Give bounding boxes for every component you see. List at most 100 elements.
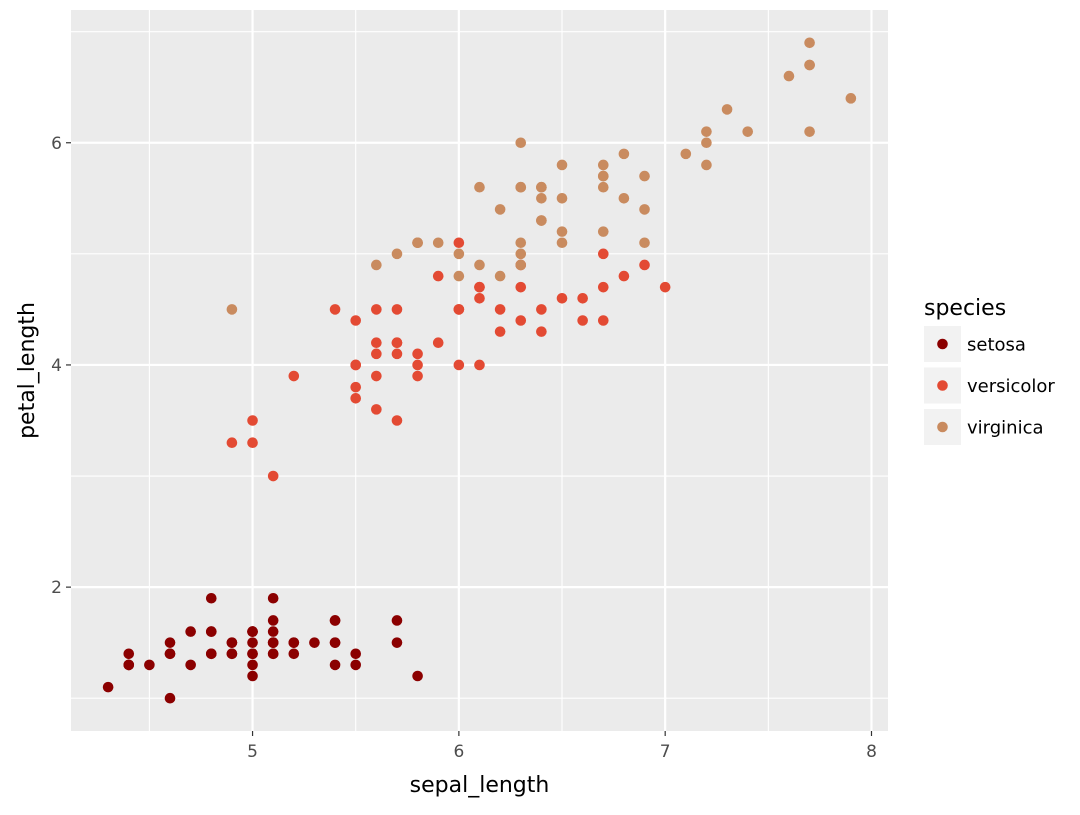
point-virginica xyxy=(412,237,423,249)
point-virginica xyxy=(618,148,630,160)
point-versicolor xyxy=(474,359,485,371)
axis-ticks xyxy=(66,142,873,736)
point-versicolor xyxy=(350,392,362,404)
point-versicolor xyxy=(474,281,485,293)
point-versicolor xyxy=(247,437,258,449)
point-versicolor xyxy=(494,304,506,315)
point-virginica xyxy=(536,181,547,193)
point-virginica xyxy=(556,159,568,171)
point-setosa xyxy=(164,648,176,660)
point-virginica xyxy=(742,126,754,137)
point-versicolor xyxy=(536,304,547,315)
panel-background xyxy=(71,10,888,731)
point-setosa xyxy=(267,648,279,660)
point-versicolor xyxy=(577,315,588,326)
point-virginica xyxy=(536,215,547,226)
point-virginica xyxy=(226,304,238,315)
legend-label-setosa: setosa xyxy=(967,335,1026,356)
y-tick-label: 4 xyxy=(51,356,62,376)
data-points xyxy=(102,37,857,704)
point-virginica xyxy=(804,37,815,49)
point-versicolor xyxy=(412,359,423,371)
point-virginica xyxy=(597,159,609,171)
point-versicolor xyxy=(391,304,403,315)
point-setosa xyxy=(247,626,258,637)
point-setosa xyxy=(350,648,362,660)
point-versicolor xyxy=(371,304,382,315)
point-versicolor xyxy=(329,304,341,315)
point-virginica xyxy=(721,104,733,115)
point-versicolor xyxy=(474,292,485,304)
point-setosa xyxy=(247,659,258,671)
point-virginica xyxy=(556,237,568,249)
point-virginica xyxy=(556,193,568,204)
point-virginica xyxy=(453,270,465,282)
point-setosa xyxy=(412,670,423,682)
point-setosa xyxy=(309,637,320,648)
y-axis-title: petal_length xyxy=(15,302,40,439)
point-virginica xyxy=(701,159,712,171)
point-setosa xyxy=(247,637,258,648)
point-versicolor xyxy=(597,248,609,260)
point-versicolor xyxy=(432,270,444,282)
point-virginica xyxy=(494,270,506,282)
legend: species setosa versicolor virginica xyxy=(924,296,1055,445)
point-setosa xyxy=(329,615,341,626)
point-versicolor xyxy=(412,370,423,382)
point-virginica xyxy=(597,226,609,237)
point-setosa xyxy=(247,648,258,660)
point-virginica xyxy=(701,137,712,149)
x-axis-title: sepal_length xyxy=(410,773,550,798)
point-versicolor xyxy=(371,404,382,415)
point-setosa xyxy=(288,648,300,660)
point-virginica xyxy=(701,126,712,137)
point-virginica xyxy=(597,181,609,193)
point-virginica xyxy=(618,193,630,204)
x-tick-label: 5 xyxy=(247,742,258,762)
point-virginica xyxy=(515,237,527,249)
point-virginica xyxy=(474,181,485,193)
point-virginica xyxy=(494,204,506,215)
point-virginica xyxy=(432,237,444,249)
point-virginica xyxy=(804,59,815,71)
minor-gridlines xyxy=(71,10,888,731)
point-setosa xyxy=(185,626,196,637)
point-setosa xyxy=(288,637,300,648)
point-virginica xyxy=(804,126,815,137)
point-versicolor xyxy=(371,337,382,349)
point-versicolor xyxy=(453,304,465,315)
point-virginica xyxy=(536,193,547,204)
point-versicolor xyxy=(556,292,568,304)
point-versicolor xyxy=(577,292,588,304)
legend-items: setosa versicolor virginica xyxy=(924,326,1055,445)
point-versicolor xyxy=(371,348,382,360)
point-versicolor xyxy=(226,437,238,449)
point-virginica xyxy=(845,93,857,104)
x-tick-label: 7 xyxy=(660,742,671,762)
x-tick-label: 8 xyxy=(866,742,877,762)
legend-label-versicolor: versicolor xyxy=(967,376,1055,397)
point-virginica xyxy=(474,259,485,271)
point-versicolor xyxy=(515,281,527,293)
legend-marker-virginica xyxy=(937,421,948,433)
point-setosa xyxy=(391,637,403,648)
point-setosa xyxy=(205,592,217,604)
point-setosa xyxy=(164,637,176,648)
point-versicolor xyxy=(391,348,403,360)
point-versicolor xyxy=(288,370,300,382)
point-setosa xyxy=(391,615,403,626)
point-setosa xyxy=(102,681,114,693)
y-tick-label: 6 xyxy=(51,134,62,154)
point-versicolor xyxy=(371,370,382,382)
x-tick-label: 6 xyxy=(453,742,464,762)
point-virginica xyxy=(597,170,609,182)
point-virginica xyxy=(556,226,568,237)
point-setosa xyxy=(267,626,279,637)
point-virginica xyxy=(371,259,382,271)
point-virginica xyxy=(680,148,692,160)
point-versicolor xyxy=(597,281,609,293)
point-setosa xyxy=(247,670,258,682)
point-setosa xyxy=(267,637,279,648)
